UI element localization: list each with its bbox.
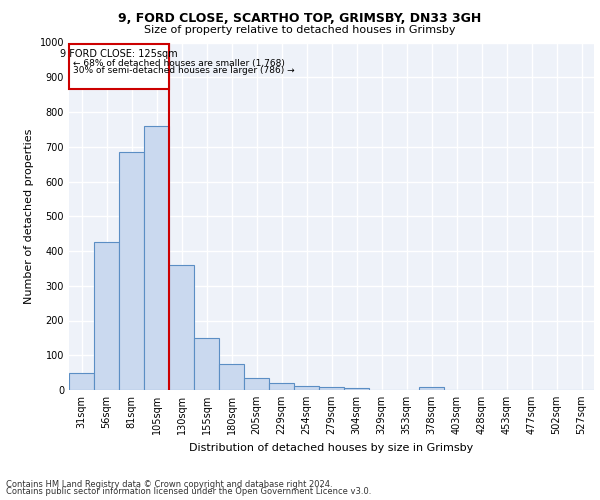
Text: Size of property relative to detached houses in Grimsby: Size of property relative to detached ho… xyxy=(144,25,456,35)
Bar xyxy=(119,152,144,390)
Bar xyxy=(69,372,94,390)
Text: Contains HM Land Registry data © Crown copyright and database right 2024.: Contains HM Land Registry data © Crown c… xyxy=(6,480,332,489)
Bar xyxy=(94,242,119,390)
Text: Contains public sector information licensed under the Open Government Licence v3: Contains public sector information licen… xyxy=(6,487,371,496)
Bar xyxy=(144,126,169,390)
Bar xyxy=(169,265,194,390)
Text: 9 FORD CLOSE: 125sqm: 9 FORD CLOSE: 125sqm xyxy=(60,50,178,59)
Text: 9, FORD CLOSE, SCARTHO TOP, GRIMSBY, DN33 3GH: 9, FORD CLOSE, SCARTHO TOP, GRIMSBY, DN3… xyxy=(118,12,482,26)
Text: ← 68% of detached houses are smaller (1,768): ← 68% of detached houses are smaller (1,… xyxy=(73,59,284,68)
Text: 30% of semi-detached houses are larger (786) →: 30% of semi-detached houses are larger (… xyxy=(73,66,295,75)
Bar xyxy=(219,364,244,390)
Bar xyxy=(194,338,219,390)
Bar xyxy=(244,378,269,390)
Y-axis label: Number of detached properties: Number of detached properties xyxy=(24,128,34,304)
Bar xyxy=(294,386,319,390)
Bar xyxy=(269,383,294,390)
FancyBboxPatch shape xyxy=(69,44,169,90)
Bar xyxy=(319,387,344,390)
Bar xyxy=(419,386,444,390)
X-axis label: Distribution of detached houses by size in Grimsby: Distribution of detached houses by size … xyxy=(190,442,473,452)
Bar xyxy=(344,388,369,390)
